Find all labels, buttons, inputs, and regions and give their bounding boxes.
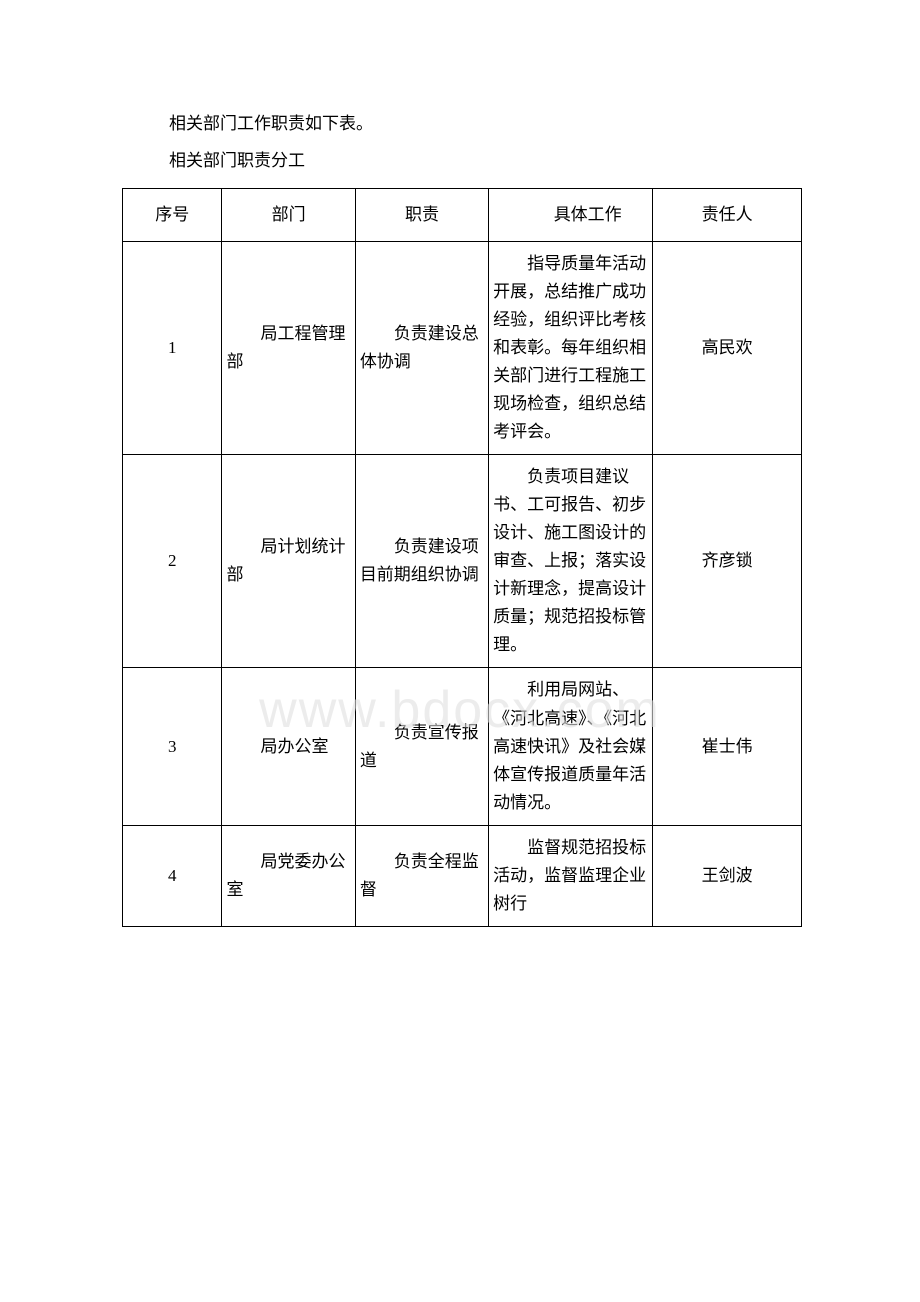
cell-dept: 局计划统计部 <box>222 455 355 668</box>
cell-work: 指导质量年活动开展，总结推广成功经验，组织评比考核和表彰。每年组织相关部门进行工… <box>489 241 653 454</box>
table-header-row: 序号 部门 职责 具体工作 责任人 <box>123 188 802 241</box>
header-duty: 职责 <box>355 188 488 241</box>
header-work: 具体工作 <box>489 188 653 241</box>
cell-person: 齐彦锁 <box>653 455 802 668</box>
table-row: 2 局计划统计部 负责建设项目前期组织协调 负责项目建议书、工可报告、初步设计、… <box>123 455 802 668</box>
header-dept: 部门 <box>222 188 355 241</box>
header-seq: 序号 <box>123 188 222 241</box>
table-row: 1 局工程管理部 负责建设总体协调 指导质量年活动开展，总结推广成功经验，组织评… <box>123 241 802 454</box>
header-person: 责任人 <box>653 188 802 241</box>
cell-seq: 4 <box>123 825 222 926</box>
cell-duty: 负责建设项目前期组织协调 <box>355 455 488 668</box>
cell-person: 崔士伟 <box>653 668 802 825</box>
cell-seq: 1 <box>123 241 222 454</box>
cell-dept: 局工程管理部 <box>222 241 355 454</box>
cell-seq: 3 <box>123 668 222 825</box>
cell-work: 负责项目建议书、工可报告、初步设计、施工图设计的审查、上报；落实设计新理念，提高… <box>489 455 653 668</box>
table-row: 4 局党委办公室 负责全程监督 监督规范招投标活动，监督监理企业树行 王剑波 <box>123 825 802 926</box>
cell-work: 监督规范招投标活动，监督监理企业树行 <box>489 825 653 926</box>
cell-work: 利用局网站、《河北高速》、《河北高速快讯》及社会媒体宣传报道质量年活动情况。 <box>489 668 653 825</box>
responsibility-table: 序号 部门 职责 具体工作 责任人 1 局工程管理部 负责建设总体协调 指导质量… <box>122 188 802 927</box>
cell-person: 王剑波 <box>653 825 802 926</box>
cell-seq: 2 <box>123 455 222 668</box>
cell-duty: 负责宣传报道 <box>355 668 488 825</box>
table-row: 3 局办公室 负责宣传报道 利用局网站、《河北高速》、《河北高速快讯》及社会媒体… <box>123 668 802 825</box>
cell-duty: 负责建设总体协调 <box>355 241 488 454</box>
intro-paragraph: 相关部门工作职责如下表。 <box>135 105 800 142</box>
cell-dept: 局办公室 <box>222 668 355 825</box>
cell-dept: 局党委办公室 <box>222 825 355 926</box>
table-title: 相关部门职责分工 <box>135 142 800 179</box>
cell-duty: 负责全程监督 <box>355 825 488 926</box>
cell-person: 高民欢 <box>653 241 802 454</box>
